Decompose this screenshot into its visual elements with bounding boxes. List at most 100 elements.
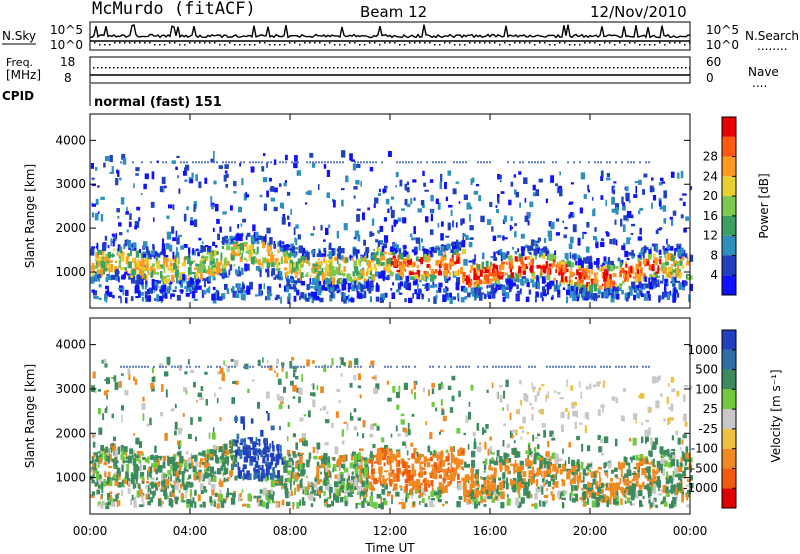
range-time-cell [127, 368, 131, 375]
range-time-cell [555, 161, 557, 164]
range-time-cell [379, 480, 382, 486]
range-time-cell [306, 272, 309, 277]
range-time-cell [319, 262, 322, 270]
range-time-cell [440, 173, 443, 182]
range-time-cell [525, 296, 530, 303]
range-time-cell [519, 460, 524, 466]
range-time-cell [366, 271, 368, 277]
range-time-cell [315, 487, 320, 491]
range-time-cell [145, 280, 148, 288]
range-time-cell [506, 251, 510, 255]
range-time-cell [116, 208, 120, 213]
range-time-cell [229, 205, 233, 211]
nave-point [117, 67, 119, 69]
range-time-cell [414, 481, 418, 487]
range-time-cell [531, 466, 534, 472]
range-time-cell [573, 254, 576, 261]
range-time-cell [222, 444, 225, 450]
range-time-cell [117, 446, 121, 455]
range-time-cell [370, 468, 375, 475]
range-time-cell [353, 195, 356, 199]
range-time-cell [138, 441, 142, 448]
range-time-cell [90, 477, 94, 480]
range-time-cell [94, 458, 99, 463]
colorbar-segment [722, 235, 736, 256]
range-time-cell [213, 161, 215, 164]
range-time-cell [603, 275, 608, 282]
range-time-cell [239, 442, 244, 446]
range-time-cell [387, 274, 390, 281]
range-time-cell [116, 248, 119, 256]
range-time-cell [265, 467, 270, 476]
range-time-cell [192, 465, 197, 473]
range-time-cell [216, 251, 219, 255]
range-time-cell [141, 296, 144, 302]
range-time-cell [380, 262, 385, 266]
range-time-cell [492, 263, 496, 270]
range-time-cell [389, 450, 393, 455]
range-time-cell [300, 256, 305, 263]
range-time-cell [463, 194, 469, 201]
range-time-cell [201, 161, 203, 164]
range-time-cell [195, 436, 198, 442]
range-time-cell [329, 261, 332, 267]
range-time-cell [98, 277, 100, 282]
range-time-cell [518, 253, 523, 261]
range-time-cell [253, 495, 257, 499]
range-time-cell [421, 249, 424, 252]
range-time-cell [91, 264, 95, 271]
range-time-cell [388, 252, 392, 255]
range-time-cell [159, 412, 164, 417]
range-time-cell [146, 470, 149, 478]
range-time-cell [118, 500, 121, 506]
range-time-cell [373, 248, 376, 251]
range-time-cell [360, 473, 366, 479]
range-time-cell [279, 425, 281, 431]
range-time-cell [599, 477, 602, 482]
range-time-cell [196, 279, 201, 283]
range-time-cell [314, 267, 317, 272]
range-time-cell [210, 258, 215, 265]
range-time-cell [219, 273, 224, 276]
range-time-cell [124, 390, 129, 396]
range-time-cell [324, 288, 328, 292]
range-time-cell [396, 450, 400, 457]
range-time-cell [493, 269, 498, 276]
range-time-cell [199, 396, 204, 400]
range-time-cell [105, 481, 109, 486]
range-time-cell [292, 396, 296, 399]
range-time-cell [583, 275, 586, 280]
range-time-cell [338, 484, 342, 487]
nave-point [353, 67, 355, 69]
range-time-cell [163, 278, 169, 285]
range-time-cell [230, 238, 234, 243]
range-time-cell [524, 394, 529, 402]
range-time-cell [275, 294, 280, 300]
range-time-cell [407, 422, 410, 430]
range-time-cell [469, 225, 474, 231]
range-time-cell [323, 256, 326, 263]
range-time-cell [538, 500, 542, 507]
range-time-cell [430, 284, 435, 289]
range-time-cell [490, 474, 494, 478]
range-time-cell [543, 457, 547, 465]
range-time-cell [581, 285, 586, 292]
range-time-cell [593, 283, 598, 292]
range-time-cell [224, 467, 229, 475]
range-time-cell [513, 161, 515, 164]
range-time-cell [235, 449, 239, 456]
range-time-cell [504, 237, 508, 240]
range-time-cell [231, 493, 236, 498]
range-time-cell [338, 466, 341, 472]
range-time-cell [651, 243, 656, 247]
range-time-cell [95, 296, 99, 300]
range-time-cell [647, 253, 652, 260]
range-time-cell [285, 371, 288, 379]
range-time-cell [194, 454, 198, 460]
range-time-cell [222, 275, 225, 280]
range-time-cell [383, 243, 388, 249]
range-time-cell [135, 173, 139, 176]
range-time-cell [465, 474, 470, 483]
range-time-cell [476, 276, 479, 280]
range-time-cell [627, 292, 630, 299]
